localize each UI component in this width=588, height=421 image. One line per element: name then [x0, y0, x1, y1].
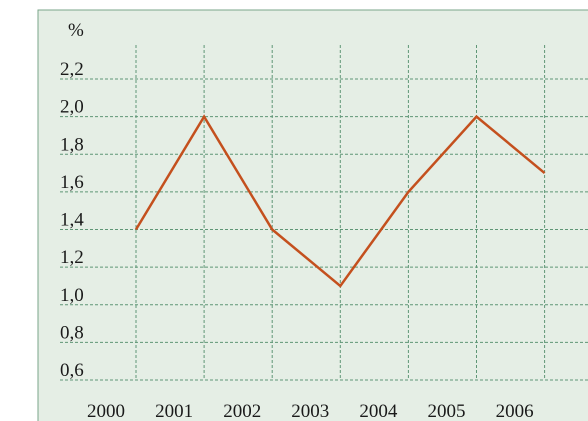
y-tick-label: 0,8: [60, 322, 84, 343]
x-tick-label: 2006: [496, 401, 534, 421]
x-tick-label: 2001: [155, 401, 193, 421]
y-tick-label: 1,6: [60, 172, 84, 193]
y-tick-label: 2,2: [60, 59, 84, 80]
y-tick-label: 1,4: [60, 210, 84, 231]
y-axis-label: %: [68, 20, 84, 41]
y-tick-label: 0,6: [60, 360, 84, 381]
y-tick-label: 1,8: [60, 134, 84, 155]
data-line: [134, 114, 546, 288]
x-tick-label: 2002: [223, 401, 261, 421]
y-tick-label: 1,2: [60, 247, 84, 268]
x-tick-label: 2004: [359, 401, 398, 421]
y-tick-label: 1,0: [60, 285, 84, 306]
y-tick-label: 2,0: [60, 97, 84, 118]
x-tick-label: 2005: [428, 401, 466, 421]
chart-background: [37, 9, 588, 421]
x-tick-label: 2000: [87, 401, 125, 421]
x-tick-label: 2003: [291, 401, 329, 421]
